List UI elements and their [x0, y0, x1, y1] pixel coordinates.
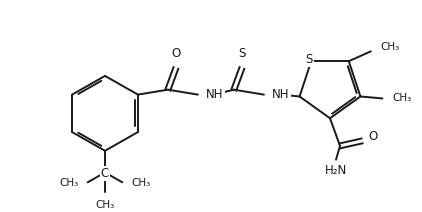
Text: C: C	[101, 167, 109, 180]
Text: O: O	[368, 131, 377, 144]
Text: S: S	[238, 47, 246, 60]
Text: NH: NH	[206, 88, 223, 101]
Text: H₂N: H₂N	[325, 164, 347, 177]
Text: O: O	[171, 47, 181, 60]
Text: CH₃: CH₃	[60, 178, 78, 188]
Text: CH₃: CH₃	[131, 178, 151, 188]
Text: NH: NH	[272, 88, 289, 101]
Text: CH₃: CH₃	[381, 42, 400, 52]
Text: CH₃: CH₃	[392, 93, 412, 103]
Text: S: S	[306, 53, 313, 66]
Text: CH₃: CH₃	[95, 200, 115, 210]
